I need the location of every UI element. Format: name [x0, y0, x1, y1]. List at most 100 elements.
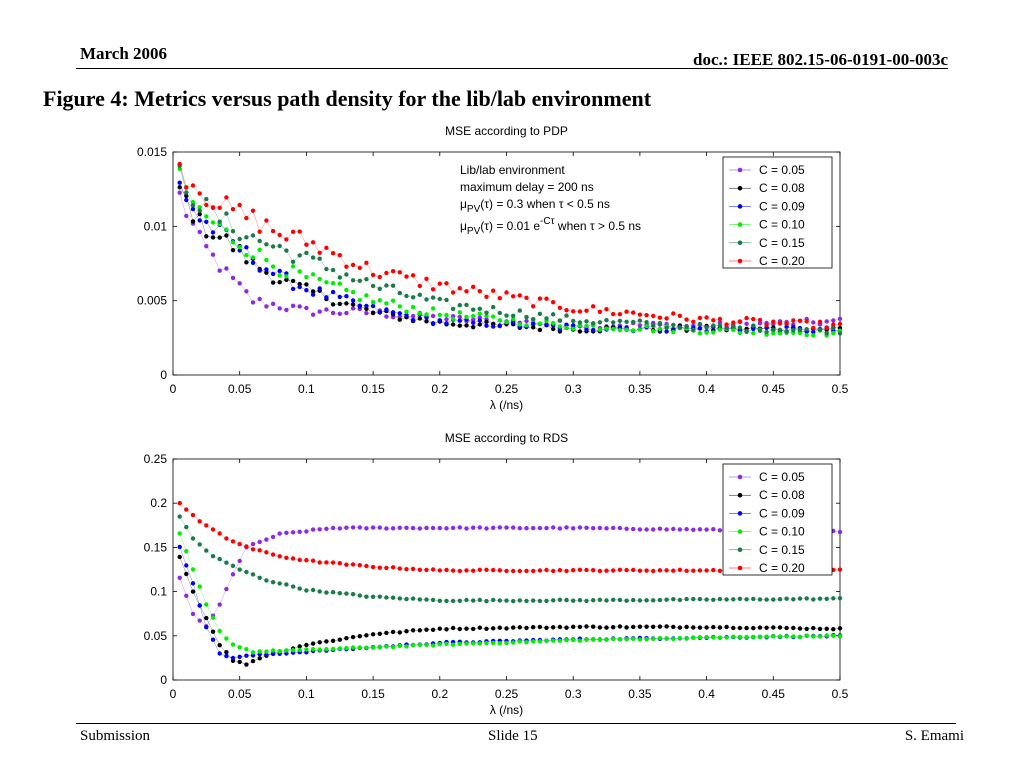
data-point — [464, 641, 469, 646]
data-point — [764, 329, 769, 335]
data-point — [497, 296, 502, 301]
legend-marker — [737, 547, 743, 553]
data-point — [330, 289, 336, 295]
data-point — [591, 327, 596, 333]
data-point — [511, 316, 516, 322]
series-line — [179, 192, 841, 330]
data-point — [244, 647, 249, 652]
data-point — [404, 309, 409, 314]
data-point — [284, 582, 289, 587]
data-point — [531, 317, 536, 322]
data-point — [317, 276, 322, 282]
data-point — [390, 298, 396, 303]
data-point — [517, 322, 522, 327]
data-point — [257, 539, 262, 545]
data-point — [244, 245, 249, 250]
data-point — [304, 642, 309, 648]
series-line — [179, 168, 841, 336]
data-point — [817, 596, 823, 601]
legend: C = 0.05 C = 0.08 C = 0.09 C = 0.10 C = 0.15… — [722, 156, 833, 269]
data-point — [831, 596, 836, 601]
data-point — [677, 313, 683, 318]
data-point — [350, 645, 356, 650]
data-point — [564, 308, 569, 313]
data-point — [197, 229, 202, 235]
data-point — [464, 314, 469, 320]
series-C-0-08 — [177, 554, 843, 667]
data-point — [577, 598, 583, 603]
data-point — [284, 648, 289, 653]
data-point — [731, 625, 736, 631]
data-point — [631, 597, 636, 603]
data-point — [290, 229, 296, 234]
data-point — [390, 269, 396, 274]
data-point — [657, 320, 663, 326]
data-point — [757, 625, 763, 630]
data-point — [751, 625, 756, 631]
data-point — [584, 525, 589, 530]
data-point — [237, 654, 242, 659]
data-point — [671, 322, 676, 328]
data-point — [450, 598, 456, 604]
data-point — [491, 525, 496, 530]
data-point — [344, 287, 349, 293]
data-point — [697, 568, 703, 573]
data-point — [304, 242, 309, 247]
data-point — [751, 323, 756, 328]
data-point — [457, 641, 462, 647]
data-point — [397, 630, 402, 635]
data-point — [337, 301, 342, 307]
data-point — [237, 659, 242, 665]
data-point — [804, 626, 809, 632]
data-point — [350, 562, 356, 567]
data-point — [524, 625, 529, 631]
data-point — [310, 558, 316, 563]
data-point — [837, 321, 843, 327]
data-point — [797, 327, 803, 332]
data-point — [684, 568, 689, 573]
data-point — [324, 266, 329, 272]
data-point — [444, 317, 449, 322]
data-point — [484, 319, 489, 324]
data-point — [424, 627, 429, 632]
data-point — [777, 625, 783, 630]
x-tick-label: 0.5 — [832, 687, 849, 701]
data-point — [464, 568, 469, 573]
data-point — [491, 314, 496, 319]
data-point — [397, 525, 402, 530]
data-point — [631, 328, 636, 333]
data-point — [370, 645, 376, 650]
data-point — [257, 548, 262, 553]
data-point — [257, 656, 262, 661]
data-point — [370, 283, 376, 289]
legend-marker — [737, 240, 743, 246]
data-point — [344, 272, 349, 277]
data-point — [484, 310, 489, 315]
data-point — [831, 633, 836, 638]
data-point — [491, 597, 496, 603]
x-tick-label: 0.25 — [495, 687, 519, 701]
data-point — [811, 320, 816, 325]
data-point — [811, 634, 816, 639]
data-point — [657, 315, 663, 320]
data-point — [691, 527, 696, 532]
data-point — [230, 229, 236, 234]
data-point — [370, 525, 376, 530]
data-point — [497, 323, 502, 329]
data-point — [304, 275, 309, 280]
data-point — [384, 526, 389, 531]
data-point — [791, 625, 796, 631]
data-point — [330, 281, 336, 286]
data-point — [577, 309, 583, 314]
x-tick-label: 0.15 — [361, 687, 385, 701]
data-point — [270, 534, 276, 540]
data-point — [197, 584, 202, 589]
data-point — [724, 635, 729, 640]
data-point — [384, 314, 389, 319]
data-point — [457, 598, 462, 603]
data-point — [244, 289, 249, 294]
data-point — [817, 327, 823, 332]
series-line — [179, 182, 841, 333]
data-point — [484, 294, 489, 299]
